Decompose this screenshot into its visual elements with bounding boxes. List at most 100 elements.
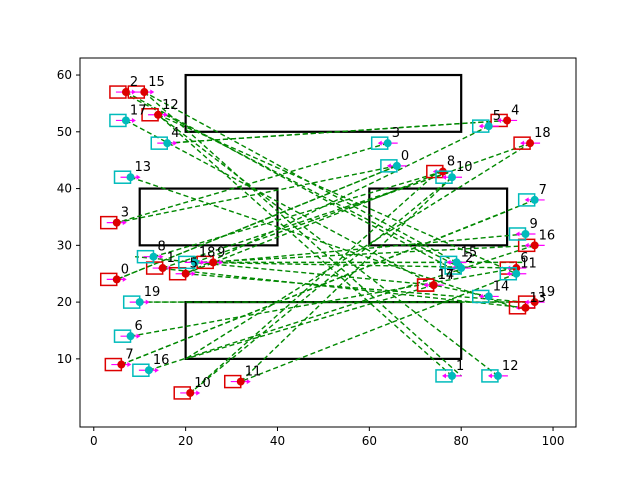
cyan-agent-point-10 <box>448 173 456 182</box>
cyan-agent-label-16: 16 <box>153 353 170 368</box>
red-agent-path-11 <box>240 176 453 383</box>
red-agent-arrowhead-3 <box>122 220 127 226</box>
red-agent-arrowhead-17 <box>423 282 428 288</box>
red-agent-label-10: 10 <box>194 376 211 391</box>
cyan-agent-arrowhead-6 <box>136 333 141 339</box>
y-tick-label: 40 <box>57 182 72 196</box>
obstacle-rect <box>184 73 463 133</box>
cyan-agent-arrowhead-1 <box>442 373 446 379</box>
x-tick-label: 80 <box>454 434 469 448</box>
cyan-agent-point-2 <box>457 264 466 273</box>
red-agent-arrowhead-12 <box>164 112 169 118</box>
red-agent-point-15 <box>140 88 149 97</box>
cyan-agent-label-7: 7 <box>539 183 547 198</box>
cyan-agent-arrowhead-7 <box>524 197 529 203</box>
cyan-agent-point-14 <box>484 292 493 301</box>
cyan-agent-label-0: 0 <box>401 149 409 164</box>
cyan-agent-path-8 <box>153 170 444 258</box>
cyan-agent-arrowhead-15 <box>446 259 451 265</box>
cyan-agent-label-19: 19 <box>144 285 161 300</box>
cyan-agent-path-7 <box>121 199 535 366</box>
red-agent-label-7: 7 <box>125 348 133 363</box>
red-agent-arrowhead-0 <box>122 276 127 282</box>
cyan-agent-arrowhead-18 <box>200 259 205 265</box>
cyan-agent-label-17: 17 <box>130 103 147 118</box>
red-agent-label-18: 18 <box>534 126 551 141</box>
cyan-agent-path-10 <box>189 176 453 394</box>
cyan-agent-path-13 <box>130 176 517 309</box>
red-agent-arrowhead-4 <box>497 117 502 123</box>
cyan-agent-arrowhead-11 <box>506 271 511 277</box>
red-agent-point-4 <box>503 116 512 125</box>
cyan-agent-label-5: 5 <box>493 109 501 124</box>
cyan-agent-path-5 <box>185 125 490 275</box>
cyan-agent-label-14: 14 <box>493 279 510 294</box>
red-agent-label-11: 11 <box>245 365 262 380</box>
cyan-agent-point-19 <box>135 298 144 307</box>
red-agent-point-17 <box>429 281 438 290</box>
cyan-agent-label-12: 12 <box>502 359 519 374</box>
y-tick-label: 60 <box>57 68 72 82</box>
red-agent-label-16: 16 <box>539 228 556 243</box>
red-agent-label-5: 5 <box>190 257 198 272</box>
cyan-agent-point-6 <box>126 332 135 341</box>
cyan-agent-point-17 <box>121 116 130 125</box>
red-agent-arrowhead-15 <box>150 89 155 95</box>
cyan-agent-arrowhead-5 <box>478 123 483 129</box>
y-axis: 10 20 30 40 50 60 <box>57 68 80 366</box>
agents-layer <box>99 85 545 400</box>
cyan-agent-path-3 <box>116 142 388 224</box>
x-axis: 0 20 40 60 80 100 <box>90 427 564 448</box>
red-agent-path-8 <box>185 170 444 275</box>
cyan-agent-point-11 <box>512 269 521 278</box>
cyan-agent-point-16 <box>144 366 153 375</box>
paths-layer <box>116 91 535 394</box>
cyan-agent-path-0 <box>116 165 398 281</box>
cyan-agent-label-4: 4 <box>171 126 179 141</box>
cyan-agent-point-1 <box>448 371 456 380</box>
red-agent-arrowhead-7 <box>127 362 132 368</box>
cyan-agent-arrowhead-17 <box>131 117 136 123</box>
cyan-agent-arrowhead-14 <box>478 293 483 299</box>
red-agent-path-14 <box>185 284 434 360</box>
cyan-agent-path-4 <box>167 119 508 144</box>
cyan-agent-point-15 <box>452 258 461 267</box>
red-agent-path-13 <box>157 267 526 309</box>
x-tick-label: 20 <box>178 434 193 448</box>
red-agent-path-15 <box>143 91 462 377</box>
cyan-agent-label-10: 10 <box>456 160 473 175</box>
cyan-agent-point-3 <box>383 139 392 148</box>
red-agent-label-19: 19 <box>539 285 556 300</box>
red-agent-label-15: 15 <box>148 75 165 90</box>
red-agent-point-11 <box>236 377 245 386</box>
cyan-agent-path-9 <box>213 233 526 264</box>
red-agent-label-17: 17 <box>438 268 455 283</box>
cyan-agent-point-5 <box>484 122 493 131</box>
cyan-agent-point-18 <box>190 258 199 267</box>
red-agent-path-5 <box>185 273 526 303</box>
cyan-agent-arrowhead-13 <box>136 174 141 180</box>
cyan-agent-arrowhead-16 <box>154 367 159 373</box>
red-agent-point-1 <box>158 264 167 273</box>
cyan-agent-label-8: 8 <box>157 240 165 255</box>
red-agent-point-9 <box>209 258 218 267</box>
red-agent-arrowhead-11 <box>246 379 251 385</box>
cyan-agent-point-13 <box>126 173 135 182</box>
red-agent-path-6 <box>194 261 517 269</box>
cyan-agent-arrowhead-12 <box>487 373 492 379</box>
cyan-agent-path-15 <box>143 91 457 263</box>
red-agent-label-6: 6 <box>520 251 528 266</box>
cyan-agent-label-9: 9 <box>529 217 537 232</box>
y-tick-label: 10 <box>57 352 72 366</box>
plot-frame <box>79 57 577 428</box>
cyan-agent-point-0 <box>392 161 401 170</box>
y-tick-label: 30 <box>57 238 72 252</box>
cyan-agent-label-1: 1 <box>456 359 464 374</box>
cyan-agent-arrowhead-9 <box>515 231 520 237</box>
red-agent-label-2: 2 <box>130 75 138 90</box>
x-tick-label: 60 <box>362 434 377 448</box>
red-agent-arrowhead-5 <box>191 271 196 277</box>
red-agent-point-3 <box>112 218 121 227</box>
